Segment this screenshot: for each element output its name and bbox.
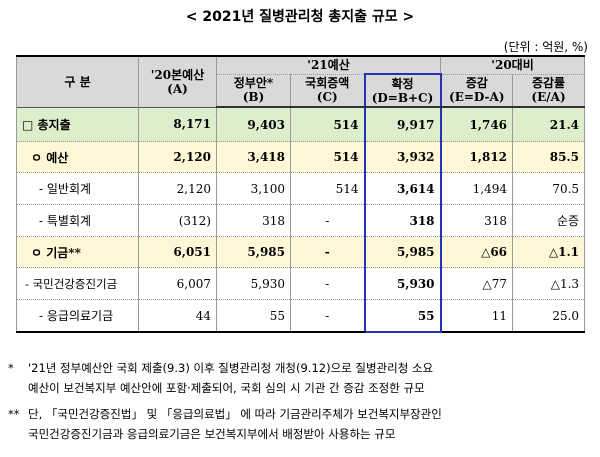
cell-gov: 3,418 (216, 141, 291, 173)
cell-national: - (290, 236, 365, 268)
cell-increase: △77 (440, 267, 514, 300)
cell-gov: 5,985 (216, 236, 291, 268)
row-label: ㅇ 기금** (16, 236, 139, 268)
footnote-text: 단, 「국민건강증진법」 및 「응급의료법」 에 따라 기금관리주체가 보건복지… (28, 407, 442, 421)
cell-rate: 70.5 (512, 172, 586, 205)
table-row-health-promotion-fund: - 국민건강증진기금 6,007 5,930 - 5,930 △77 △1.3 (16, 267, 586, 300)
footnote-1: * '21년 정부예산안 국회 제출(9.3) 이후 질병관리청 개청(9.12… (8, 358, 593, 398)
footnote-2: ** 단, 「국민건강증진법」 및 「응급의료법」 에 따라 기금관리주체가 보… (8, 404, 593, 444)
cell-gov: 55 (216, 299, 291, 333)
header-final: 확정 (D=B+C) (363, 73, 442, 108)
cell-final: 3,932 (363, 141, 442, 173)
cell-final: 9,917 (363, 106, 442, 142)
row-label: - 응급의료기금 (16, 299, 139, 333)
cell-gov: 3,100 (216, 172, 291, 205)
header-national-assembly-increase: 국회증액 (C) (290, 73, 365, 108)
header-2021-budget-group: '21예산 (215, 55, 442, 75)
cell-rate: 25.0 (512, 299, 586, 333)
cell-2020: (312) (138, 204, 217, 237)
footnote-text: 국민건강증진기금과 응급의료기금은 보건복지부에서 배정받아 사용하는 규모 (28, 427, 396, 441)
cell-increase: 1,746 (440, 106, 514, 142)
footnote-text: 예산이 보건복지부 예산안에 포함·제출되어, 국회 심의 시 기관 간 증감 … (28, 381, 425, 395)
header-category: 구 분 (16, 55, 139, 108)
table-row-emergency-medical-fund: - 응급의료기금 44 55 - 55 11 25.0 (16, 299, 586, 333)
table-row-budget: ㅇ 예산 2,120 3,418 514 3,932 1,812 85.5 (16, 141, 586, 173)
cell-rate: △1.1 (512, 236, 586, 268)
unit-label: (단위 : 억원, %) (503, 40, 588, 54)
table-row-fund: ㅇ 기금** 6,051 5,985 - 5,985 △66 △1.1 (16, 236, 586, 268)
cell-2020: 2,120 (138, 172, 217, 205)
table-row-special-account: - 특별회계 (312) 318 - 318 318 순증 (16, 204, 586, 237)
header-vs-2020-group: '20대비 (440, 55, 586, 75)
cell-increase: 1,494 (440, 172, 514, 205)
cell-final: 5,985 (363, 236, 442, 268)
cell-gov: 9,403 (216, 106, 291, 142)
cell-increase: 318 (440, 204, 514, 237)
cell-final: 55 (363, 299, 442, 333)
header-2020-budget: '20본예산 (A) (138, 55, 217, 108)
cell-national: - (290, 204, 365, 237)
footnote-text: '21년 정부예산안 국회 제출(9.3) 이후 질병관리청 개청(9.12)으… (28, 361, 434, 375)
cell-increase: 11 (440, 299, 514, 333)
cell-2020: 8,171 (138, 106, 217, 142)
table-row-total: □ 총지출 8,171 9,403 514 9,917 1,746 21.4 (16, 106, 586, 142)
cell-increase: △66 (440, 236, 514, 268)
row-label: - 국민건강증진기금 (16, 267, 139, 300)
cell-national: - (290, 267, 365, 300)
cell-final: 318 (363, 204, 442, 237)
cell-final: 3,614 (363, 172, 442, 205)
header-increase-rate: 증감률 (E/A) (512, 73, 586, 108)
footnote-marker: ** (8, 407, 20, 421)
cell-rate: 순증 (512, 204, 586, 237)
cell-increase: 1,812 (440, 141, 514, 173)
cell-2020: 2,120 (138, 141, 217, 173)
cell-gov: 5,930 (216, 267, 291, 300)
cell-rate: 85.5 (512, 141, 586, 173)
header-gov-proposal: 정부안* (B) (216, 73, 291, 108)
cell-national: 514 (290, 106, 365, 142)
cell-rate: 21.4 (512, 106, 586, 142)
cell-final: 5,930 (363, 267, 442, 300)
cell-2020: 44 (138, 299, 217, 333)
budget-table: 구 분 '20본예산 (A) '21예산 '20대비 정부안* (B) 국회증액 (C… (16, 55, 586, 333)
cell-gov: 318 (216, 204, 291, 237)
table-row-general-account: - 일반회계 2,120 3,100 514 3,614 1,494 70.5 (16, 172, 586, 205)
row-label: - 일반회계 (16, 172, 139, 205)
cell-national: 514 (290, 172, 365, 205)
cell-rate: △1.3 (512, 267, 586, 300)
footnotes: * '21년 정부예산안 국회 제출(9.3) 이후 질병관리청 개청(9.12… (8, 358, 593, 450)
page-title: < 2021년 질병관리청 총지출 규모 > (185, 9, 415, 25)
footnote-marker: * (8, 361, 14, 375)
cell-national: - (290, 299, 365, 333)
header-increase: 증감 (E=D-A) (440, 73, 514, 108)
row-label: ㅇ 예산 (16, 141, 139, 173)
row-label: □ 총지출 (16, 106, 139, 142)
row-label: - 특별회계 (16, 204, 139, 237)
cell-2020: 6,051 (138, 236, 217, 268)
cell-national: 514 (290, 141, 365, 173)
cell-2020: 6,007 (138, 267, 217, 300)
